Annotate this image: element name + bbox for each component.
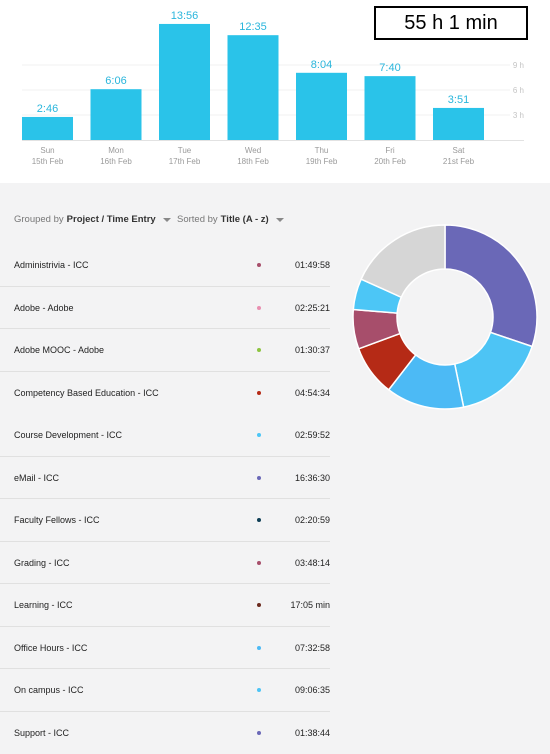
donut-slice-email-icc xyxy=(445,225,537,346)
donut-slice-on-campus-icc xyxy=(455,332,532,407)
